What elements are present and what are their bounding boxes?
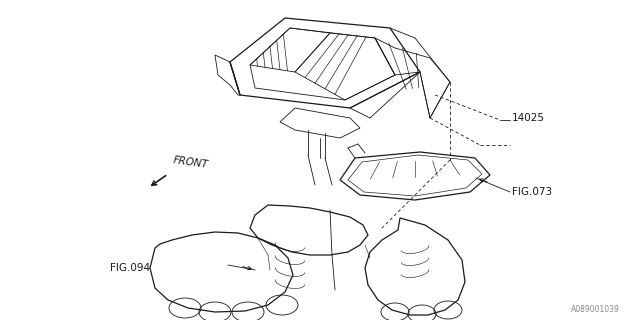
Text: A089001039: A089001039 (571, 305, 620, 314)
Text: FRONT: FRONT (172, 155, 209, 170)
Text: 14025: 14025 (512, 113, 545, 123)
Text: FIG.073: FIG.073 (512, 187, 552, 197)
Text: FIG.094: FIG.094 (110, 263, 150, 273)
